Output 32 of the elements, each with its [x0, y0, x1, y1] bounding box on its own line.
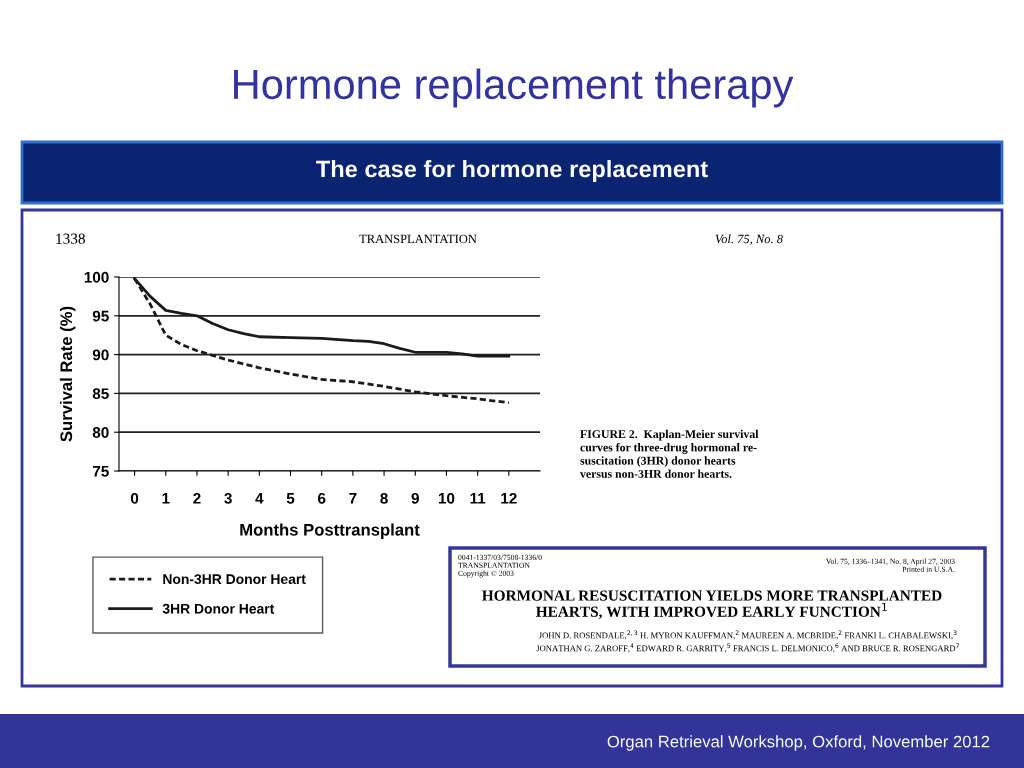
x-tick-label: 3 — [224, 492, 232, 504]
text: JOHN D. ROSENDALE,$^{2,3}$ H. MYRON KAUFFMAN,$^{2}$ MAUREEN A. MCBRIDE,$^{2}$ FRANKI L. CHABALEWSKI,$^{3}$ JONATHAN G. ZAROFF,$^{4}$ EDWARD R. GARRITY,$^{5}$ FRANCIS L. DELMONICO,$^{6}$ AND BRUCE R. ROSENGARD$^{7}$ — [536, 630, 959, 653]
legend-label: 3HR Donor Heart — [162, 603, 275, 614]
text: HORMONAL RESUSCITATION YIELDS MORE TRANSPLANTED HEARTS, WITH IMPROVED EARLY FUNCTION$^{1}$ — [482, 590, 942, 620]
x-tick-label: 7 — [349, 493, 357, 504]
legend-label: Non-3HR Donor Heart — [163, 574, 306, 585]
y-axis-title: Survival Rate (%) — [59, 306, 76, 442]
y-tick-label: 75 — [92, 466, 109, 477]
x-tick-label: 4 — [255, 493, 264, 504]
chart-title: Hormone replacement therapy — [234, 68, 794, 108]
y-tick-label: 85 — [92, 388, 109, 400]
text: 1338 — [56, 233, 85, 244]
text: Vol. 75, No. 8 — [715, 234, 783, 245]
x-tick-label: 8 — [380, 492, 388, 504]
text: TRANSPLANTATION — [359, 234, 477, 244]
y-tick-label: 80 — [92, 427, 109, 438]
x-tick-label: 12 — [501, 492, 517, 504]
x-tick-label: 1 — [162, 493, 170, 504]
text: Organ Retrieval Workshop, Oxford, November 2012 — [607, 735, 990, 751]
x-tick-label: 0 — [130, 492, 139, 504]
x-tick-label: 2 — [193, 492, 201, 504]
x-tick-label: 10 — [438, 492, 455, 504]
y-tick-label: 100 — [84, 271, 109, 283]
y-tick-label: 95 — [92, 310, 109, 322]
y-tick-label: 90 — [92, 349, 109, 361]
chart-subtitle: The case for hormone replacement — [316, 159, 708, 182]
x-tick-label: 5 — [286, 493, 295, 504]
x-tick-label: 11 — [470, 493, 486, 504]
x-axis-title: Months Posttransplant — [240, 523, 420, 539]
x-tick-label: 6 — [318, 492, 326, 504]
x-tick-label: 9 — [411, 492, 419, 504]
caption: FIGURE 2. Kaplan-Meier survival curves for three-drug hormonal re- suscitation (3HR) donor hearts versus non-3HR donor hearts. — [580, 429, 759, 478]
